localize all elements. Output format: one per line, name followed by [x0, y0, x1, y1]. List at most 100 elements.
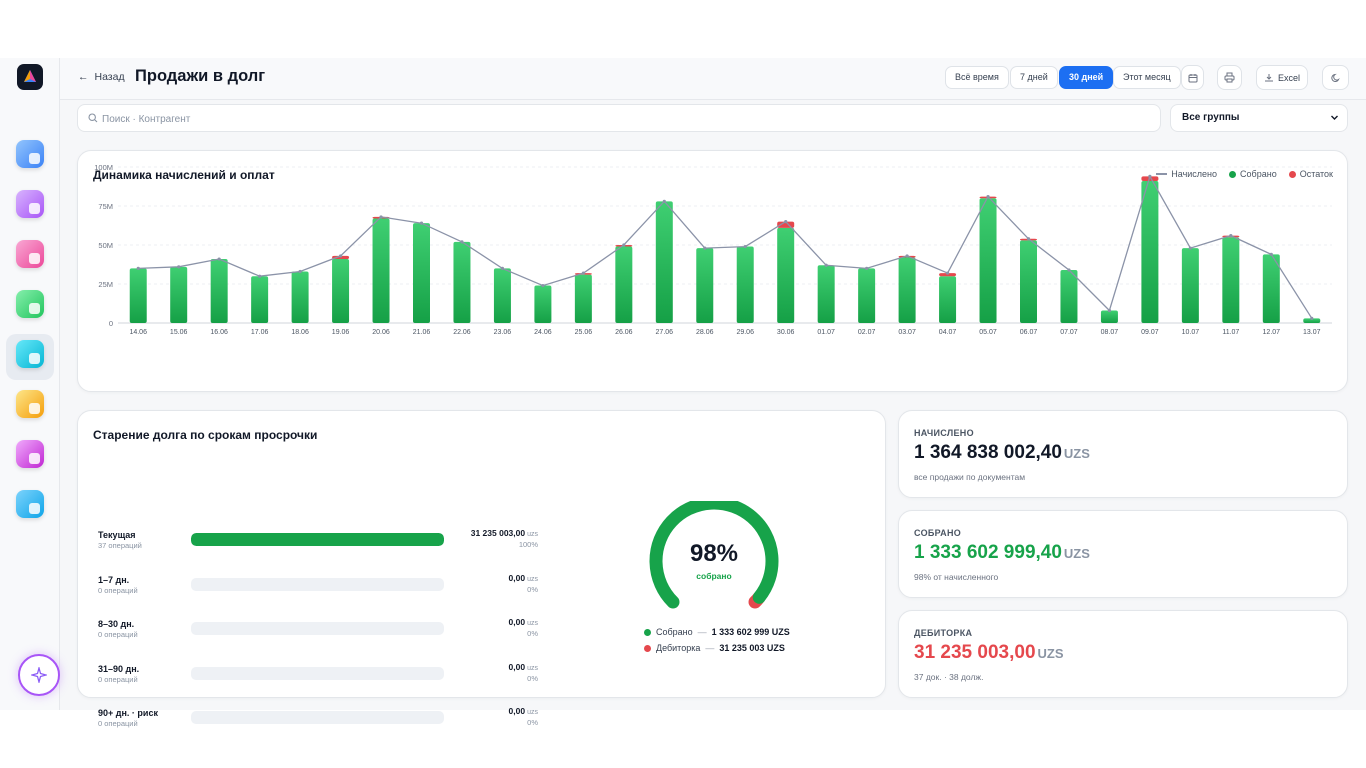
page-title: Продажи в долг — [135, 67, 266, 85]
gauge-value: 98% — [689, 540, 739, 567]
box-icon[interactable] — [16, 390, 44, 418]
aging-row-bar — [191, 577, 444, 591]
aging-row-bar — [191, 622, 444, 635]
period-30-days-button[interactable]: 30 дней — [1059, 66, 1114, 89]
x-tick-label: 28.06 — [696, 329, 714, 336]
debt-aging-card: Старение долга по срокам просрочки Текущ… — [77, 410, 886, 728]
legend-collected[interactable]: Собрано — [1229, 169, 1277, 179]
period-all-time-button[interactable]: Всё время — [945, 66, 1009, 89]
theme-toggle-button[interactable] — [1322, 65, 1349, 90]
chart-canvas: 0 25M 50M 75M 100M 14.06 15.06 16.06 17.06 18.06 1… — [94, 163, 1332, 336]
bar-collected — [979, 198, 997, 323]
nav-glyph — [29, 253, 40, 264]
aging-row-ops: 0 операций — [98, 674, 138, 684]
bar-collected — [939, 276, 957, 323]
kpi-value: 1 364 838 002,40 UZS — [914, 442, 1090, 463]
search-box — [77, 104, 1161, 132]
x-tick-label: 29.06 — [736, 329, 754, 336]
app-logo[interactable] — [17, 64, 43, 90]
red-dot-icon — [644, 644, 651, 652]
aging-row[interactable]: Текущая 37 операций 31 235 003,00 uzs 100% — [98, 528, 538, 560]
point-accrued — [662, 199, 666, 203]
kpi-receivables: ДЕБИТОРКА 31 235 003,00 UZS 37 док. · 38 … — [898, 610, 1348, 698]
x-tick-label: 30.06 — [777, 329, 795, 336]
gauge-collected-arc — [649, 501, 779, 609]
point-accrued — [865, 266, 869, 270]
bar-collected — [655, 201, 673, 323]
line-accrued — [138, 174, 1313, 319]
y-tick-label: 75M — [98, 202, 113, 211]
bar-collected — [453, 241, 471, 323]
chart-title: Динамика начислений и оплат — [93, 168, 275, 182]
kpi-sub: все продажи по документам — [914, 472, 1026, 482]
point-accrued — [1229, 234, 1233, 238]
x-tick-label: 15.06 — [170, 329, 188, 336]
point-accrued — [1269, 252, 1273, 256]
point-accrued — [622, 243, 626, 247]
point-accrued — [581, 271, 585, 275]
dashboard-icon[interactable] — [16, 140, 44, 168]
aging-row-amount: 0,00 uzs — [508, 706, 538, 716]
legend-remaining[interactable]: Остаток — [1288, 169, 1333, 179]
ai-assistant-button[interactable] — [18, 654, 60, 696]
exchange-icon[interactable] — [16, 290, 44, 318]
aging-row-amount: 0,00 uzs — [508, 617, 538, 627]
aging-row[interactable]: 90+ дн. · риск 0 операций 0,00 uzs 0% — [98, 706, 538, 738]
period-7-days-button[interactable]: 7 дней — [1010, 66, 1058, 89]
y-tick-label: 0 — [109, 319, 113, 328]
y-tick-label: 50M — [98, 241, 113, 250]
y-tick-label: 100M — [94, 163, 113, 172]
x-tick-label: 14.06 — [129, 329, 147, 336]
bar-collected — [534, 285, 552, 323]
point-accrued — [338, 254, 343, 258]
x-tick-label: 10.07 — [1182, 329, 1200, 336]
point-accrued — [1026, 237, 1031, 241]
x-tick-label: 04.07 — [939, 329, 957, 336]
aging-row-name: 1–7 дн. — [98, 574, 130, 585]
period-this-month-button[interactable]: Этот месяц — [1113, 66, 1181, 89]
bar-collected — [170, 266, 188, 323]
bar-collected — [574, 274, 592, 323]
calculator-icon[interactable] — [16, 240, 44, 268]
point-accrued — [1107, 308, 1112, 313]
bar-collected — [817, 265, 835, 323]
export-excel-button[interactable]: Excel — [1256, 65, 1308, 90]
aging-title: Старение долга по срокам просрочки — [93, 428, 318, 442]
x-tick-label: 16.06 — [210, 329, 228, 336]
x-tick-label: 12.07 — [1263, 329, 1281, 336]
bar-collected — [1262, 254, 1280, 323]
nav-glyph — [29, 153, 40, 164]
search-input[interactable] — [102, 109, 1152, 129]
bar-collected — [413, 223, 430, 323]
search-icon — [88, 113, 98, 123]
legend-accrued[interactable]: Начислено — [1156, 169, 1217, 179]
print-button[interactable] — [1217, 65, 1242, 90]
aging-row-bar — [191, 711, 444, 724]
calendar-button[interactable] — [1181, 65, 1204, 90]
chart-icon[interactable] — [16, 340, 44, 368]
x-tick-label: 18.06 — [291, 329, 309, 336]
aging-row[interactable]: 8–30 дн. 0 операций 0,00 uzs 0% — [98, 617, 538, 649]
point-accrued — [177, 265, 181, 269]
list-icon[interactable] — [16, 490, 44, 518]
aging-row-name: 31–90 дн. — [98, 663, 140, 674]
nav-glyph — [29, 503, 40, 514]
analytics-icon[interactable] — [16, 190, 44, 218]
aging-row[interactable]: 1–7 дн. 0 операций 0,00 uzs 0% — [98, 573, 538, 605]
kpi-label: ДЕБИТОРКА — [914, 628, 973, 638]
point-accrued — [743, 244, 747, 249]
aging-row-bar-fill — [191, 533, 444, 546]
moon-icon — [1330, 73, 1340, 82]
point-accrued — [1148, 174, 1152, 178]
download-icon — [1264, 73, 1273, 81]
bar-collected — [858, 268, 876, 323]
back-button[interactable]: ← Назад — [78, 71, 125, 83]
nav-glyph — [29, 303, 40, 314]
kpi-collected: СОБРАНО 1 333 602 999,40 UZS 98% от начис… — [898, 510, 1348, 598]
aging-row[interactable]: 31–90 дн. 0 операций 0,00 uzs 0% — [98, 662, 538, 694]
group-select[interactable]: Все группы — [1170, 104, 1348, 132]
gauge-legend-debt: Дебиторка — 31 235 003 UZS — [644, 643, 785, 653]
kpi-value: 31 235 003,00 UZS — [914, 642, 1064, 663]
sparkle-icon[interactable] — [16, 440, 44, 468]
aging-row-amount: 31 235 003,00 uzs — [470, 528, 538, 538]
